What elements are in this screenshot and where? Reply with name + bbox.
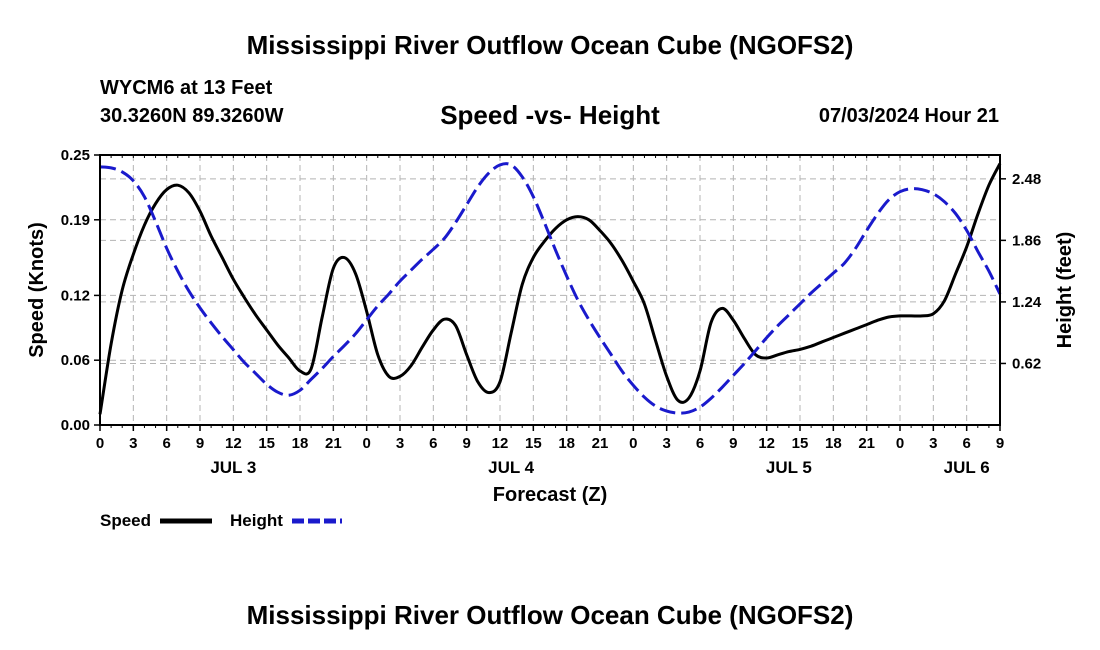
x-tick-label: 0 [629, 435, 637, 452]
x-tick-label: 18 [558, 435, 575, 452]
height-series-line [99, 162, 1002, 415]
x-tick-label: 6 [696, 435, 704, 452]
legend-height-label: Height [230, 511, 283, 530]
x-tick-label: 15 [525, 435, 542, 452]
y-tick-label: 0.19 [61, 212, 90, 229]
x-tick-label: 3 [929, 435, 937, 452]
x-tick-label: 18 [292, 435, 309, 452]
speed-series-line [98, 162, 1002, 415]
forecast-datetime: 07/03/2024 Hour 21 [818, 105, 999, 127]
y2-axis-title: Height (feet) [1054, 232, 1076, 349]
x-tick-label: 3 [396, 435, 404, 452]
x-tick-label: 21 [592, 435, 609, 452]
x-tick-label: 0 [96, 435, 104, 452]
x-tick-label: 6 [162, 435, 170, 452]
y-tick-label: 0.06 [61, 352, 90, 369]
y2-tick-label: 1.24 [1012, 294, 1042, 311]
plot-frame [99, 154, 1001, 426]
y-tick-label: 0.25 [61, 147, 90, 164]
x-tick-label: 12 [758, 435, 775, 452]
y2-tick-label: 0.62 [1012, 355, 1041, 372]
date-label: JUL 3 [210, 458, 256, 477]
x-tick-label: 0 [896, 435, 904, 452]
x-tick-label: 0 [362, 435, 370, 452]
x-tick-label: 12 [492, 435, 509, 452]
x-tick-label: 12 [225, 435, 242, 452]
date-label: JUL 4 [488, 458, 535, 477]
grid [100, 155, 1000, 425]
date-label: JUL 6 [944, 458, 990, 477]
chart-title: Speed -vs- Height [440, 100, 660, 130]
y2-tick-label: 2.48 [1012, 171, 1041, 188]
x-tick-label: 18 [825, 435, 842, 452]
y-tick-label: 0.00 [61, 417, 90, 434]
footer-title: Mississippi River Outflow Ocean Cube (NG… [246, 600, 854, 630]
x-tick-label: 9 [196, 435, 204, 452]
x-tick-label: 21 [325, 435, 342, 452]
y-tick-label: 0.12 [61, 287, 90, 304]
x-tick-label: 3 [129, 435, 137, 452]
x-tick-label: 9 [729, 435, 737, 452]
series-layer [98, 162, 1002, 415]
x-tick-label: 9 [462, 435, 470, 452]
x-tick-label: 15 [792, 435, 809, 452]
station-coords: 30.3260N 89.3260W [100, 105, 284, 127]
axes: 0 3 6 9 12 15 18 21 0 3 6 9 12 15 18 21 0 3 6 9 12 15 18 21 0 3 6 9… [61, 147, 1042, 477]
x-tick-label: 6 [962, 435, 970, 452]
x-tick-label: 15 [258, 435, 275, 452]
station-name: WYCM6 at 13 Feet [100, 77, 273, 99]
x-tick-label: 3 [662, 435, 670, 452]
x-axis-title: Forecast (Z) [493, 484, 607, 506]
x-tick-label: 21 [858, 435, 875, 452]
legend-speed-label: Speed [100, 511, 151, 530]
y-axis-title: Speed (Knots) [26, 222, 48, 358]
x-tick-label: 9 [996, 435, 1004, 452]
x-tick-label: 6 [429, 435, 437, 452]
y2-tick-label: 1.86 [1012, 232, 1041, 249]
date-label: JUL 5 [766, 458, 812, 477]
legend: Speed Height [100, 511, 342, 530]
main-title: Mississippi River Outflow Ocean Cube (NG… [246, 30, 854, 60]
